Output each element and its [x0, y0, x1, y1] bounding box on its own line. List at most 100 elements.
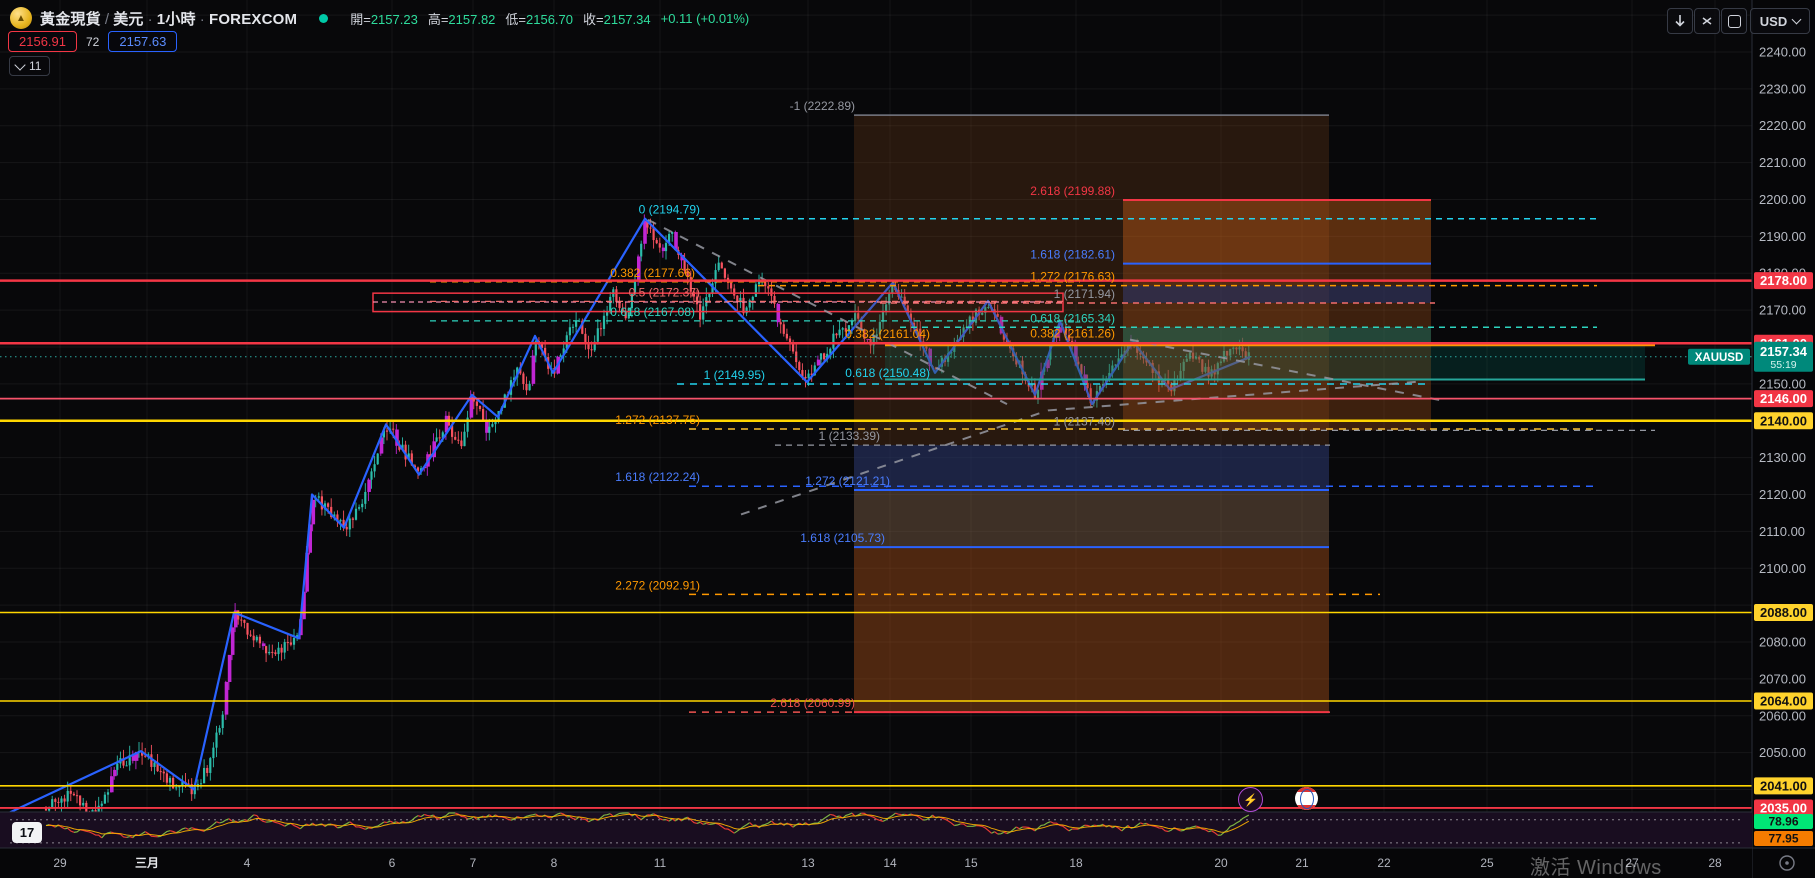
- fib-zone-box[interactable]: [854, 445, 1329, 490]
- fib-zone-box[interactable]: [854, 490, 1329, 547]
- timeframe-label[interactable]: 1小時: [157, 11, 196, 28]
- candle-body: [352, 518, 354, 519]
- buy-button[interactable]: 2157.63: [108, 31, 177, 52]
- candle-body: [377, 454, 379, 465]
- candle-body: [702, 306, 704, 319]
- candle-body: [104, 795, 106, 804]
- candle-body: [70, 791, 72, 794]
- candle-body: [597, 328, 599, 341]
- candle-body: [265, 646, 267, 653]
- candle-body: [767, 286, 769, 288]
- fib-zone-box[interactable]: [1123, 327, 1431, 342]
- candle-body: [746, 308, 748, 314]
- candle-body: [463, 432, 465, 446]
- price-tick-label: 2210.00: [1759, 155, 1806, 170]
- time-tick-label: 4: [244, 856, 251, 870]
- candle-body: [169, 778, 171, 783]
- candle-body: [832, 334, 834, 349]
- candle-body: [160, 771, 162, 772]
- close-value: 2157.34: [604, 12, 651, 27]
- fib-level-label: 0.5 (2172.37): [629, 285, 700, 299]
- symbol-base: 黃金現貨: [40, 11, 101, 28]
- scroll-to-recent-button[interactable]: [1667, 8, 1693, 34]
- candle-body: [219, 728, 221, 733]
- candle-body: [107, 792, 109, 794]
- candle-body: [79, 796, 81, 806]
- candle-body: [643, 221, 647, 244]
- candle-body: [203, 768, 205, 783]
- fib-level-label: -1 (2222.89): [790, 99, 855, 113]
- fib-level-label: 1.618 (2122.24): [615, 470, 700, 484]
- rsi-segment: [65, 828, 68, 829]
- globe-indicator-icon[interactable]: [1295, 787, 1318, 810]
- price-chart[interactable]: -1 (2222.89)0 (2194.79)0.382 (2177.66)0.…: [0, 0, 1815, 878]
- candle-body: [259, 637, 261, 644]
- price-tick-label: 2150.00: [1759, 376, 1806, 391]
- indicators-collapse-chip[interactable]: 11: [9, 56, 50, 76]
- tradingview-logo[interactable]: 17: [12, 822, 42, 843]
- time-tick-label: 25: [1480, 856, 1494, 870]
- price-tick-label: 2170.00: [1759, 303, 1806, 318]
- candle-body: [253, 636, 255, 641]
- fib-zone-box[interactable]: [1123, 286, 1431, 303]
- candle-body: [287, 642, 289, 643]
- candle-body: [339, 520, 341, 522]
- rsi-value-text: 78.96: [1768, 815, 1798, 829]
- candle-body: [525, 384, 527, 390]
- candle-body: [290, 642, 292, 644]
- candle-body: [835, 334, 837, 336]
- fib-zone-box[interactable]: [1123, 200, 1431, 264]
- rsi-segment: [1209, 831, 1212, 832]
- candle-body: [665, 243, 667, 251]
- candle-body: [367, 480, 371, 492]
- price-tick-label: 2060.00: [1759, 708, 1806, 723]
- candle-body: [281, 648, 283, 653]
- fib-level-label: 1.272 (2176.63): [1030, 270, 1115, 284]
- candle-body: [209, 758, 211, 773]
- time-tick-label: 11: [654, 856, 667, 870]
- candle-body: [349, 518, 351, 529]
- candle-body: [318, 496, 320, 497]
- time-tick-label: 6: [389, 856, 396, 870]
- candle-body: [755, 284, 757, 297]
- candle-body: [172, 778, 174, 788]
- candle-body: [770, 288, 772, 295]
- fib-level-label: 0.382 (2161.04): [845, 327, 930, 341]
- fib-zone-box[interactable]: [885, 343, 1645, 379]
- sell-button[interactable]: 2156.91: [8, 31, 77, 52]
- candle-body: [212, 748, 214, 758]
- candle-body: [839, 330, 841, 336]
- lightning-indicator-icon[interactable]: ⚡: [1238, 787, 1263, 812]
- candle-body: [67, 791, 69, 802]
- candle-body: [243, 620, 245, 623]
- fib-level-label: 1.272 (2137.75): [615, 413, 700, 427]
- time-tick-label: 20: [1214, 856, 1228, 870]
- rsi-value-text: 77.95: [1768, 832, 1798, 846]
- fib-level-label: 0.382 (2161.26): [1030, 326, 1115, 340]
- symbol-title[interactable]: 黃金現貨/美元·1小時·FOREXCOM: [40, 8, 297, 29]
- candle-body: [479, 406, 481, 409]
- candle-body: [752, 297, 754, 300]
- price-tick-label: 2190.00: [1759, 229, 1806, 244]
- candle-body: [231, 627, 235, 655]
- candle-body: [277, 648, 279, 654]
- candle-body: [529, 384, 531, 390]
- collapse-icon: [1700, 14, 1714, 28]
- candle-body: [225, 682, 229, 715]
- rsi-segment: [127, 837, 130, 838]
- fullscreen-button[interactable]: [1721, 8, 1747, 34]
- candle-body: [823, 353, 825, 359]
- price-alert-badge-text: 2146.00: [1760, 391, 1807, 406]
- time-tick-label: 7: [470, 856, 477, 870]
- candle-body: [370, 471, 372, 479]
- candle-body: [615, 289, 617, 302]
- collapse-panes-button[interactable]: [1694, 8, 1720, 34]
- candle-body: [730, 283, 732, 289]
- time-tick-label: 28: [1708, 856, 1722, 870]
- time-tick-label: 22: [1377, 856, 1391, 870]
- price-tick-label: 2240.00: [1759, 44, 1806, 59]
- fib-zone-box[interactable]: [854, 547, 1329, 712]
- candle-body: [808, 374, 810, 379]
- currency-dropdown[interactable]: USD: [1750, 8, 1810, 34]
- candle-body: [777, 304, 781, 322]
